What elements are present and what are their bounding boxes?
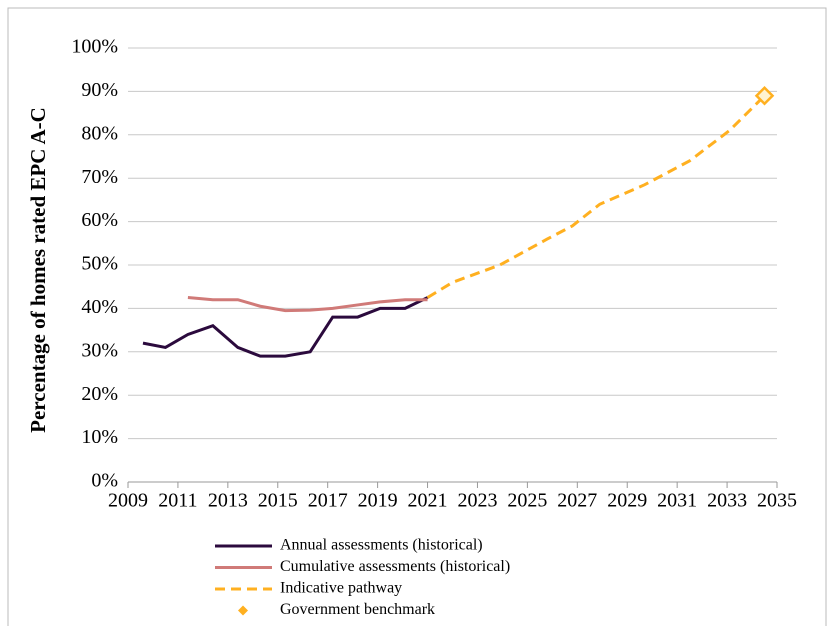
y-tick-label: 10% — [81, 426, 118, 448]
x-tick-label: 2011 — [158, 490, 197, 512]
legend: Annual assessments (historical) Cumulativ… — [215, 537, 510, 618]
x-tick-label: 2013 — [208, 490, 248, 512]
x-tick-label: 2031 — [657, 490, 697, 512]
x-tick-label: 2015 — [258, 490, 298, 512]
x-tick-label: 2027 — [557, 490, 597, 512]
legend-label: Annual assessments (historical) — [280, 537, 483, 554]
legend-label: Government benchmark — [280, 601, 435, 618]
x-tick-label: 2033 — [707, 490, 747, 512]
series-line — [426, 94, 766, 299]
series-line — [142, 296, 429, 358]
y-tick-label: 30% — [81, 339, 118, 361]
y-tick-label: 20% — [81, 383, 118, 405]
y-tick-label: 60% — [81, 209, 118, 231]
y-tick-label: 100% — [71, 36, 118, 58]
series-line — [187, 296, 428, 313]
x-tick-label: 2029 — [607, 490, 647, 512]
legend-marker — [238, 605, 248, 616]
x-tick-label: 2017 — [308, 490, 348, 512]
x-tick-label: 2021 — [408, 490, 448, 512]
x-tick-label: 2019 — [358, 490, 398, 512]
y-tick-label: 50% — [81, 253, 118, 275]
x-tick-label: 2035 — [757, 490, 797, 512]
legend-label: Indicative pathway — [280, 580, 402, 597]
x-tick-label: 2025 — [507, 490, 547, 512]
y-axis-title: Percentage of homes rated EPC A-C — [26, 107, 50, 433]
y-tick-label: 70% — [81, 166, 118, 188]
y-tick-label: 90% — [81, 79, 118, 101]
y-tick-label: 40% — [81, 296, 118, 318]
x-tick-label: 2023 — [457, 490, 497, 512]
legend-label: Cumulative assessments (historical) — [280, 558, 510, 575]
x-tick-label: 2009 — [108, 490, 148, 512]
y-tick-label: 0% — [91, 470, 118, 492]
y-tick-label: 80% — [81, 122, 118, 144]
chart-frame — [7, 7, 827, 631]
benchmark-point — [754, 85, 775, 106]
